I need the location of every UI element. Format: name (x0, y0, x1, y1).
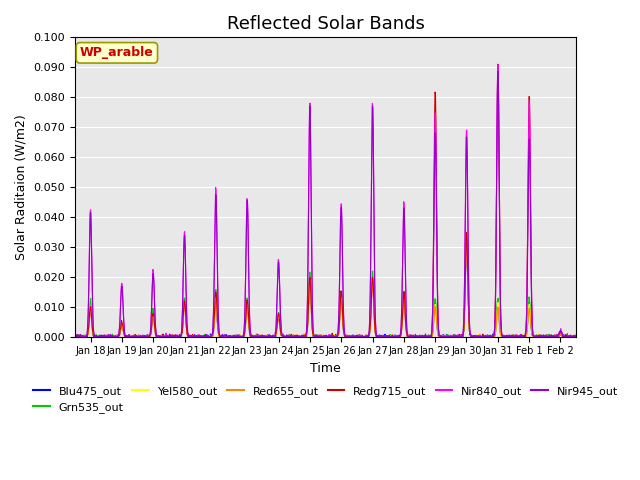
Red655_out (516, 333, 524, 339)
Yel580_out (572, 333, 580, 339)
Red655_out (463, 245, 470, 251)
Line: Redg715_out: Redg715_out (75, 64, 576, 337)
Line: Nir945_out: Nir945_out (75, 72, 576, 337)
Nir840_out (71, 334, 79, 339)
Yel580_out (127, 333, 134, 339)
Redg715_out (494, 61, 502, 67)
Redg715_out (72, 334, 80, 340)
Nir945_out (494, 69, 502, 74)
Redg715_out (515, 333, 523, 338)
Yel580_out (150, 315, 157, 321)
Red655_out (376, 334, 384, 340)
Nir840_out (150, 268, 157, 274)
Blu475_out (463, 245, 470, 251)
Red655_out (150, 316, 157, 322)
Line: Nir840_out: Nir840_out (75, 65, 576, 337)
Nir840_out (494, 62, 502, 68)
Grn535_out (463, 236, 470, 242)
Title: Reflected Solar Bands: Reflected Solar Bands (227, 15, 424, 33)
Grn535_out (150, 309, 157, 314)
Nir945_out (126, 334, 134, 339)
Grn535_out (127, 334, 134, 340)
Nir840_out (463, 128, 470, 134)
Blu475_out (462, 255, 470, 261)
Grn535_out (376, 334, 384, 340)
Red655_out (572, 334, 580, 339)
Yel580_out (72, 334, 79, 340)
Redg715_out (572, 332, 580, 338)
Nir945_out (572, 334, 580, 339)
Yel580_out (516, 334, 524, 339)
Blu475_out (376, 334, 383, 340)
Redg715_out (71, 332, 79, 338)
Nir840_out (572, 334, 580, 340)
Red655_out (127, 334, 134, 340)
Grn535_out (516, 334, 524, 340)
Grn535_out (463, 236, 470, 241)
Nir840_out (516, 334, 524, 340)
Redg715_out (376, 334, 384, 340)
Grn535_out (72, 334, 80, 340)
Blu475_out (149, 309, 157, 314)
Blu475_out (572, 333, 580, 339)
Blu475_out (126, 334, 134, 340)
Blu475_out (515, 333, 522, 338)
Nir840_out (376, 333, 384, 339)
Text: WP_arable: WP_arable (80, 46, 154, 60)
Nir840_out (515, 334, 523, 339)
Nir840_out (72, 334, 79, 340)
Redg715_out (127, 334, 134, 340)
Nir840_out (127, 334, 134, 340)
Grn535_out (572, 333, 580, 338)
Blu475_out (515, 334, 523, 340)
Grn535_out (71, 334, 79, 339)
Redg715_out (150, 311, 157, 316)
Line: Red655_out: Red655_out (75, 248, 576, 337)
Nir945_out (462, 156, 470, 162)
Redg715_out (516, 334, 524, 339)
Yel580_out (463, 243, 470, 249)
Yel580_out (71, 333, 79, 339)
Yel580_out (515, 334, 523, 340)
Red655_out (463, 245, 470, 251)
Yel580_out (463, 245, 470, 251)
Nir945_out (149, 271, 157, 276)
Yel580_out (376, 334, 384, 340)
Nir945_out (376, 334, 383, 340)
Line: Blu475_out: Blu475_out (75, 248, 576, 337)
Red655_out (72, 334, 79, 340)
Y-axis label: Solar Raditaion (W/m2): Solar Raditaion (W/m2) (15, 114, 28, 260)
Redg715_out (463, 229, 470, 235)
Red655_out (515, 334, 523, 340)
X-axis label: Time: Time (310, 362, 341, 375)
Nir945_out (515, 334, 522, 340)
Line: Yel580_out: Yel580_out (75, 246, 576, 337)
Nir945_out (71, 334, 79, 340)
Grn535_out (515, 333, 523, 338)
Nir945_out (515, 334, 523, 340)
Line: Grn535_out: Grn535_out (75, 239, 576, 337)
Red655_out (71, 333, 79, 339)
Legend: Blu475_out, Grn535_out, Yel580_out, Red655_out, Redg715_out, Nir840_out, Nir945_: Blu475_out, Grn535_out, Yel580_out, Red6… (29, 381, 623, 418)
Blu475_out (71, 334, 79, 340)
